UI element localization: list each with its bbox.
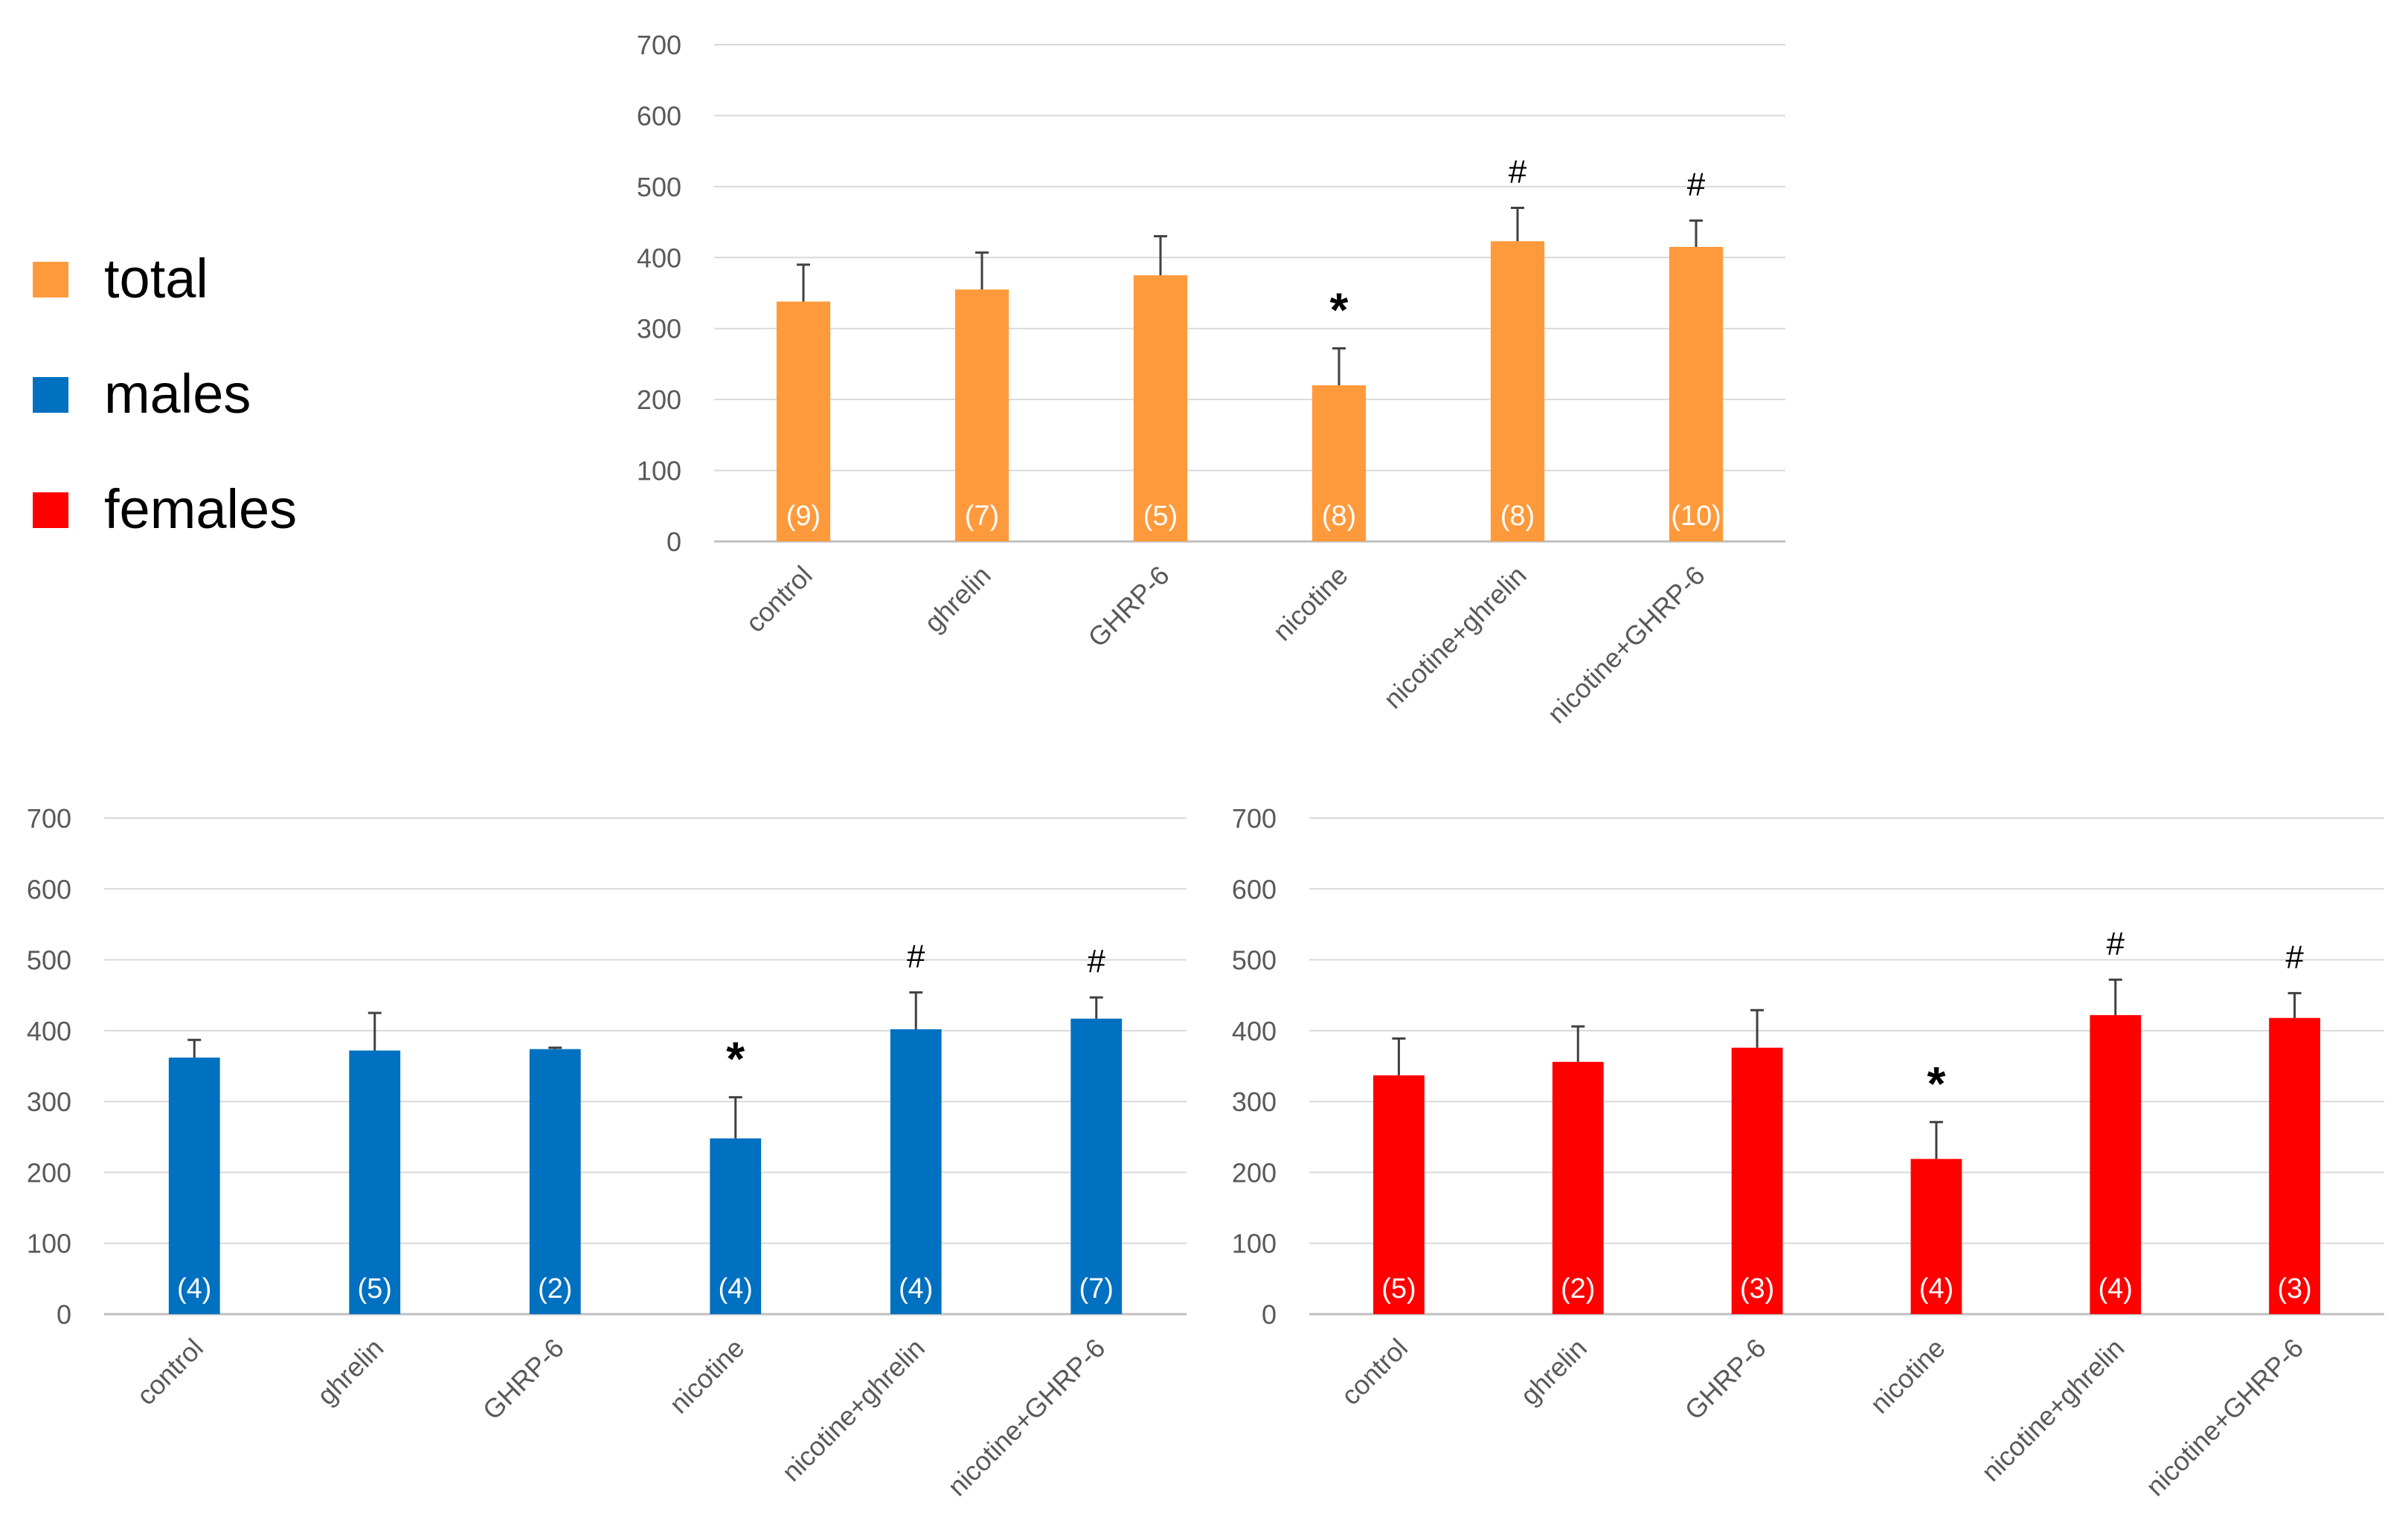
bar: [1070, 1018, 1123, 1314]
bar-n-label: (3): [1740, 1273, 1774, 1304]
bar-n-label: (8): [1500, 501, 1535, 532]
y-tick-label: 700: [27, 803, 71, 834]
bar: [1910, 1159, 1962, 1314]
legend-swatch-females: [33, 492, 68, 528]
y-tick-label: 400: [27, 1016, 71, 1046]
bar-n-label: (2): [1561, 1273, 1595, 1304]
legend-label-females: females: [104, 478, 298, 540]
bar-n-label: (2): [538, 1273, 572, 1304]
significance-hash: #: [1088, 943, 1106, 979]
x-tick-label: control: [131, 1333, 209, 1411]
legend-item-total: total: [30, 245, 342, 309]
y-tick-label: 0: [57, 1299, 71, 1330]
bar: [890, 1029, 942, 1314]
y-tick-label: 700: [637, 30, 681, 60]
y-tick-label: 100: [637, 456, 681, 486]
bar: [1133, 275, 1188, 541]
bar: [2090, 1014, 2142, 1314]
bar-n-label: (8): [1322, 501, 1356, 532]
significance-star: *: [726, 1032, 745, 1085]
bar-n-label: (3): [2277, 1273, 2311, 1304]
legend-item-males: males: [30, 361, 342, 425]
x-tick-label: nicotine+ghrelin: [1378, 560, 1532, 715]
significance-hash: #: [1509, 153, 1527, 190]
bar-n-label: (10): [1671, 501, 1721, 532]
bar: [1490, 241, 1545, 541]
bar: [168, 1058, 220, 1314]
y-tick-label: 600: [637, 100, 681, 131]
bar-n-label: (4): [2099, 1273, 2133, 1304]
legend-item-females: females: [30, 476, 342, 540]
y-tick-label: 200: [27, 1157, 71, 1188]
y-tick-label: 400: [637, 242, 681, 273]
x-tick-label: nicotine: [1267, 560, 1354, 647]
x-tick-label: nicotine: [664, 1333, 751, 1420]
significance-hash: #: [1687, 167, 1706, 203]
x-tick-label: ghrelin: [918, 560, 996, 638]
y-tick-label: 600: [27, 874, 71, 904]
significance-hash: #: [2107, 925, 2125, 962]
legend-label-total: total: [104, 248, 208, 309]
x-tick-label: control: [1335, 1333, 1413, 1411]
y-tick-label: 500: [637, 172, 681, 202]
y-tick-label: 0: [667, 527, 681, 557]
y-tick-label: 600: [1232, 874, 1277, 904]
bar-n-label: (4): [899, 1273, 933, 1304]
chart-males: 0 100 200 300 400 500 600 700 (4) control (5) ghrel…: [27, 803, 1187, 1502]
x-tick-label: GHRP-6: [1679, 1333, 1772, 1426]
y-tick-label: 500: [27, 945, 71, 976]
bar-n-label: (4): [719, 1273, 753, 1304]
y-tick-label: 200: [1232, 1157, 1277, 1188]
y-tick-label: 300: [1232, 1087, 1277, 1117]
bar: [1731, 1047, 1783, 1314]
bar: [529, 1049, 581, 1314]
bar-n-label: (9): [786, 501, 821, 532]
y-tick-label: 200: [637, 384, 681, 415]
legend-swatch-total: [33, 262, 68, 297]
significance-hash: #: [2285, 939, 2304, 975]
significance-star: *: [1330, 283, 1349, 336]
bar-n-label: (4): [1919, 1273, 1953, 1304]
x-tick-label: ghrelin: [311, 1333, 389, 1411]
x-tick-label: nicotine+GHRP-6: [942, 1333, 1111, 1502]
bar-n-label: (5): [1143, 501, 1178, 532]
bar-n-label: (7): [1079, 1273, 1114, 1304]
x-tick-label: nicotine+ghrelin: [1975, 1333, 2130, 1487]
legend-swatch-males: [33, 377, 68, 413]
chart-females: 0 100 200 300 400 500 600 700 (5) control (2) ghrel…: [1232, 803, 2384, 1502]
bar: [1669, 246, 1724, 541]
legend-label-males: males: [104, 363, 251, 425]
y-tick-label: 300: [27, 1087, 71, 1117]
bar: [1373, 1075, 1425, 1314]
y-tick-label: 700: [1232, 803, 1277, 834]
bar: [954, 289, 1009, 541]
y-tick-label: 300: [637, 314, 681, 344]
x-tick-label: GHRP-6: [1082, 560, 1175, 653]
bar: [776, 301, 831, 541]
x-tick-label: ghrelin: [1514, 1333, 1592, 1411]
x-tick-label: nicotine: [1864, 1333, 1951, 1420]
chart-total: 0 100 200 300 400 500 600 700 (9) control (7) ghrel…: [637, 30, 1785, 730]
bar-n-label: (5): [1381, 1273, 1416, 1304]
bar: [349, 1050, 401, 1314]
y-tick-label: 100: [27, 1229, 71, 1259]
bar: [710, 1138, 762, 1314]
y-tick-label: 100: [1232, 1229, 1277, 1259]
bar-n-label: (4): [177, 1273, 211, 1304]
bar-n-label: (7): [965, 501, 999, 532]
x-tick-label: nicotine+GHRP-6: [2139, 1333, 2309, 1502]
bar: [1311, 385, 1367, 541]
significance-hash: #: [907, 938, 925, 974]
y-tick-label: 0: [1262, 1299, 1277, 1330]
y-tick-label: 400: [1232, 1016, 1277, 1046]
bar: [1552, 1061, 1604, 1314]
bar: [2269, 1017, 2320, 1314]
x-tick-label: GHRP-6: [477, 1333, 570, 1426]
x-tick-label: control: [739, 560, 818, 638]
y-tick-label: 500: [1232, 945, 1277, 976]
bar-n-label: (5): [358, 1273, 392, 1304]
x-tick-label: nicotine+GHRP-6: [1541, 560, 1711, 730]
significance-star: *: [1927, 1057, 1945, 1110]
x-tick-label: nicotine+ghrelin: [776, 1333, 931, 1487]
